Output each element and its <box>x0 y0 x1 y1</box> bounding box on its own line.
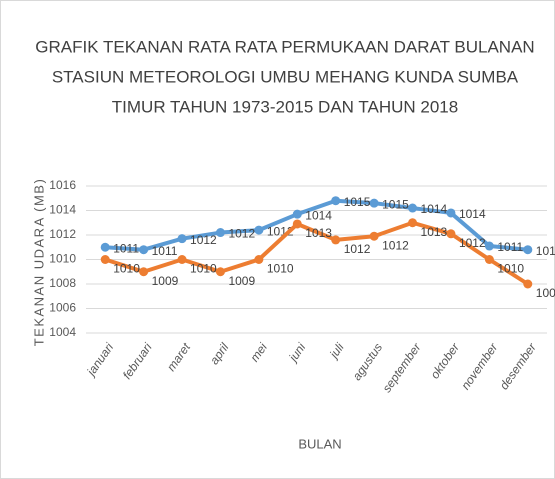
data-label: 1012 <box>459 236 486 250</box>
data-label: 1012 <box>190 233 217 247</box>
data-point <box>254 225 264 235</box>
x-tick-label: februari <box>120 340 155 382</box>
data-point <box>369 198 379 208</box>
data-point <box>369 231 379 241</box>
x-axis-title: BULAN <box>298 436 341 451</box>
data-label: 1014 <box>305 208 332 222</box>
data-label: 1014 <box>421 202 448 216</box>
data-label: 1010 <box>267 262 294 276</box>
data-point <box>215 267 225 277</box>
x-tick-label: oktober <box>428 340 463 382</box>
data-label: 1011 <box>497 240 523 254</box>
chart-title: STASIUN METEOROLOGI UMBU MEHANG KUNDA SU… <box>52 67 519 86</box>
x-tick-label: juli <box>326 340 347 362</box>
data-label: 1013 <box>305 226 332 240</box>
data-label: 1011 <box>536 244 555 258</box>
series-line <box>105 198 528 252</box>
data-point <box>292 209 302 219</box>
x-tick-label: november <box>458 340 501 393</box>
data-point <box>215 228 225 238</box>
x-tick-label: desember <box>497 340 540 393</box>
x-tick-label: januari <box>83 340 116 379</box>
data-point <box>408 203 418 213</box>
data-label: 1014 <box>459 207 486 221</box>
y-axis-title: TEKANAN UDARA (MB) <box>31 178 46 347</box>
data-point <box>331 235 341 245</box>
x-tick-label: juni <box>285 340 309 365</box>
data-label: 1013 <box>421 225 448 239</box>
x-tick-label: maret <box>164 340 193 374</box>
y-tick-label: 1008 <box>49 276 76 290</box>
data-point <box>139 267 149 277</box>
data-point <box>292 219 302 229</box>
series-line <box>104 220 529 286</box>
data-label: 1010 <box>497 262 524 276</box>
x-tick-label: mei <box>247 340 270 364</box>
y-tick-label: 1014 <box>49 203 76 217</box>
data-point <box>523 279 533 289</box>
data-label: 1012 <box>344 242 371 256</box>
x-tick-label: september <box>380 340 425 395</box>
data-label: 1011 <box>113 241 139 255</box>
data-label: 1015 <box>382 197 409 211</box>
data-label: 1010 <box>113 262 140 276</box>
y-tick-label: 1010 <box>49 252 76 266</box>
data-point <box>484 255 494 264</box>
data-point <box>100 242 110 252</box>
data-point <box>484 241 494 251</box>
data-point <box>139 245 149 255</box>
data-point <box>331 196 341 206</box>
data-label: 1012 <box>382 238 409 252</box>
data-point <box>446 229 456 239</box>
data-point <box>177 255 187 264</box>
data-point <box>523 245 533 255</box>
chart-title: TIMUR TAHUN 1973-2015 DAN TAHUN 2018 <box>112 97 458 116</box>
data-point <box>100 255 110 264</box>
data-point <box>446 208 456 218</box>
data-point <box>408 218 418 228</box>
y-tick-label: 1016 <box>49 178 76 192</box>
data-label: 1009 <box>152 274 179 288</box>
chart-title: GRAFIK TEKANAN RATA RATA PERMUKAAN DARAT… <box>35 37 534 56</box>
data-point <box>177 234 187 244</box>
x-tick-label: april <box>207 340 232 367</box>
y-tick-label: 1004 <box>49 325 76 339</box>
y-tick-label: 1006 <box>49 301 76 315</box>
data-label: 1010 <box>190 262 217 276</box>
data-label: 1009 <box>228 274 255 288</box>
data-label: 1012 <box>228 227 255 241</box>
data-point <box>254 255 264 264</box>
data-label: 1011 <box>152 244 178 258</box>
x-tick-label: agustus <box>350 341 386 383</box>
data-label: 1008 <box>536 286 555 300</box>
data-label: 1015 <box>344 195 371 209</box>
y-tick-label: 1012 <box>49 227 76 241</box>
